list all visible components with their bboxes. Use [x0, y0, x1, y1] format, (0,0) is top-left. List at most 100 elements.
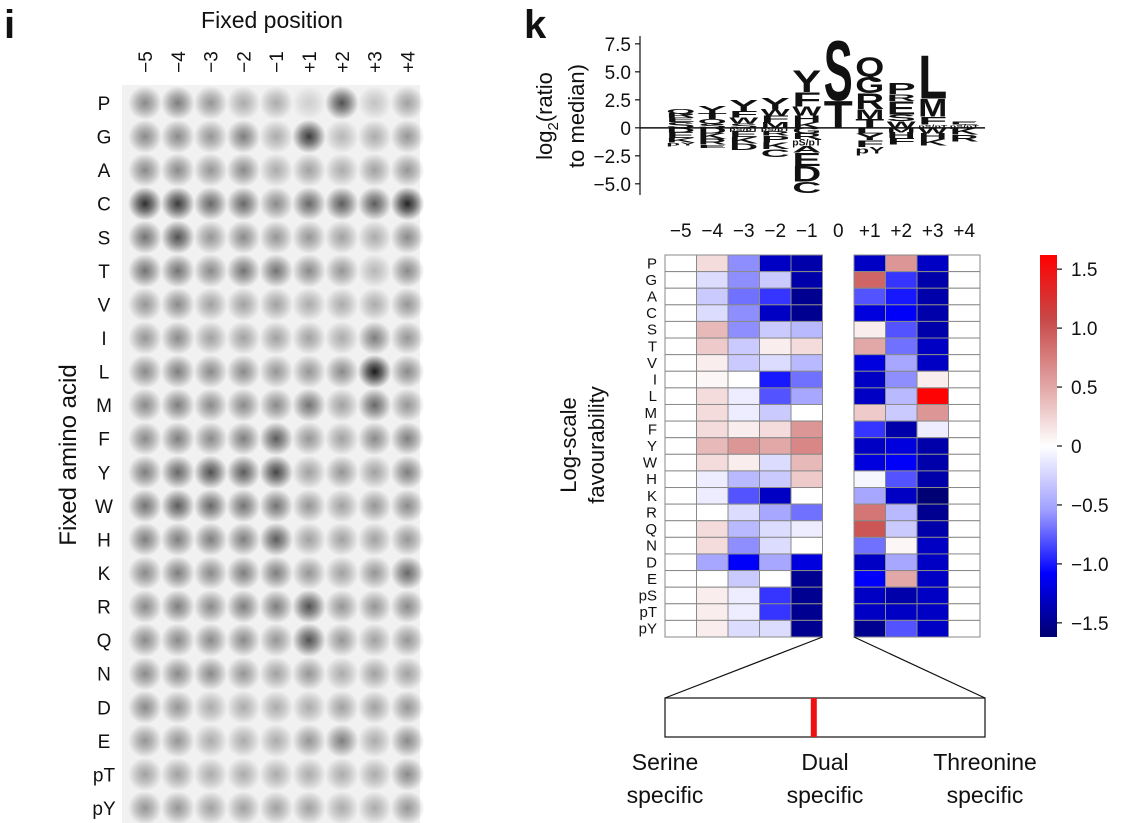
heatmap-cell [696, 503, 729, 522]
heatmap-cell [948, 420, 981, 439]
spot [193, 455, 228, 490]
heatmap-cell [664, 536, 697, 555]
spot [193, 522, 228, 557]
spot [292, 790, 326, 823]
y-axis-label: Fixed amino acid [55, 364, 82, 545]
row-label: H [646, 471, 657, 488]
spot [357, 656, 392, 691]
row-label: A [647, 289, 657, 306]
heatmap-cell [664, 420, 697, 439]
spot [160, 388, 195, 423]
spot [226, 320, 261, 355]
logo-letter: Y [761, 95, 790, 112]
x-tick-label: +2 [890, 221, 912, 242]
heatmap-cell [916, 254, 949, 273]
spot [160, 690, 195, 725]
spot [193, 488, 228, 523]
row-label: C [646, 305, 657, 322]
spot [357, 153, 392, 188]
zoom-line [664, 636, 823, 699]
y-tick-label: −5.0 [593, 175, 631, 196]
y-axis-label-subscript: 2 [545, 122, 562, 130]
heatmap-cell [853, 570, 886, 588]
spot [357, 623, 392, 658]
logo-letter: K [729, 135, 758, 145]
heatmap-cell [696, 337, 729, 356]
spot [357, 723, 392, 758]
spot [292, 220, 326, 255]
row-label: Q [97, 631, 112, 652]
heatmap-cell [790, 536, 823, 555]
heatmap-cell [948, 271, 981, 289]
spot [292, 455, 326, 490]
heatmap-cell [664, 453, 697, 472]
heatmap-cell [727, 586, 760, 605]
heatmap-cell [916, 287, 949, 306]
heatmap-cell [885, 503, 918, 522]
spot [128, 186, 162, 221]
heatmap-cell [696, 320, 729, 339]
spot [390, 220, 425, 255]
x-tick-label: +4 [953, 221, 975, 242]
heatmap-cell [727, 503, 760, 522]
heatmap-cell [664, 354, 697, 372]
specificity-label: Serine [632, 749, 698, 775]
logo-letter: pS/pT [792, 137, 821, 147]
spot [292, 555, 326, 590]
heatmap-cell [759, 603, 792, 621]
heatmap-cell [885, 403, 918, 422]
spot [324, 153, 359, 188]
spot [226, 723, 261, 758]
row-label: M [96, 396, 112, 417]
specificity-label: specific [787, 782, 864, 808]
spot [160, 186, 195, 221]
row-label: K [98, 564, 111, 585]
spot [357, 790, 392, 823]
heatmap-cell [948, 337, 981, 356]
heatmap-cell [916, 619, 949, 638]
spot [324, 253, 359, 288]
heatmap-cell [759, 354, 792, 372]
logo-letter: pS/pT [918, 124, 947, 129]
spot [259, 522, 294, 557]
logo-letter: S [698, 122, 727, 129]
logo-letter: K [761, 141, 790, 151]
heatmap-cell [727, 420, 760, 439]
heatmap-cell [948, 354, 981, 372]
row-label: T [648, 338, 657, 355]
heatmap-cell [916, 370, 949, 389]
y-axis-label: log2(ratio [532, 72, 562, 160]
heatmap-cell [916, 536, 949, 555]
logo-letter: A [792, 144, 821, 154]
spot [292, 287, 326, 322]
spot [128, 287, 162, 322]
specificity-panel: Serine specific Dual specific Threonine speci… [627, 636, 1037, 808]
logo-letter: pY [855, 145, 884, 155]
heatmap-cell [696, 586, 729, 605]
heatmap-cell [853, 553, 886, 572]
heatmap-cell [727, 387, 760, 405]
heatmap-cell [759, 254, 792, 273]
spot [357, 354, 392, 389]
column-label: +1 [300, 51, 321, 73]
y-tick-label: 7.5 [605, 35, 631, 56]
y-axis-label-part: log [532, 131, 557, 160]
spot [128, 757, 162, 792]
spot [324, 555, 359, 590]
heatmap-cell [759, 536, 792, 555]
heatmap-cell [727, 603, 760, 621]
spot [324, 354, 359, 389]
heatmap-cell [790, 320, 823, 339]
spot [226, 86, 261, 120]
logo-letter: K [666, 137, 695, 144]
heatmap-cell [664, 470, 697, 489]
spot [324, 186, 359, 221]
spot [226, 354, 261, 389]
row-label: W [95, 497, 113, 518]
heatmap-cell [759, 437, 792, 455]
spot [193, 421, 228, 456]
heatmap-cell [948, 520, 981, 538]
spot [226, 757, 261, 792]
spot [193, 555, 228, 590]
